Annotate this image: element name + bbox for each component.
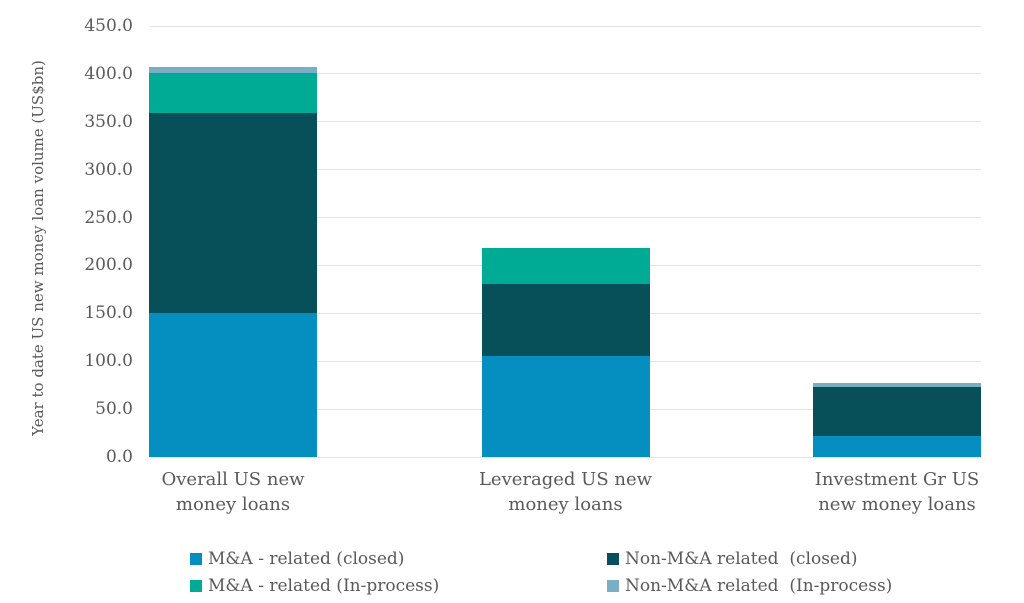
legend-label: Non-M&A related (closed) <box>625 549 858 569</box>
bar-segment <box>149 113 317 314</box>
x-category-label: Overall US new money loans <box>118 467 348 517</box>
y-axis-tick-label: 150.0 <box>84 303 133 324</box>
gridline <box>150 456 981 458</box>
gridline <box>150 25 981 27</box>
legend-swatch-icon <box>190 553 202 565</box>
bar-segment <box>481 248 650 284</box>
legend-item: M&A - related (closed) <box>190 548 404 570</box>
legend-swatch-icon <box>190 580 202 592</box>
y-axis-tick-label: 350.0 <box>84 111 133 132</box>
bar-segment <box>481 356 650 457</box>
x-category-label: Leveraged US new money loans <box>451 467 681 517</box>
bar-segment <box>813 435 981 457</box>
y-axis-tick-label: 100.0 <box>84 351 133 372</box>
bar-segment <box>813 383 981 388</box>
stacked-bar <box>813 383 981 457</box>
x-category-label-line: money loans <box>175 494 291 515</box>
x-category-label: Investment Gr US new money loans <box>782 467 1012 517</box>
bar-segment <box>149 67 317 73</box>
y-axis-tick-label: 400.0 <box>84 63 133 84</box>
legend-swatch-icon <box>607 553 619 565</box>
gridline <box>150 217 981 219</box>
gridline <box>150 73 981 75</box>
y-axis-tick-label: 0.0 <box>105 447 133 467</box>
legend-item: Non-M&A related (In-process) <box>607 575 892 597</box>
stacked-bar <box>149 67 317 457</box>
legend-item: Non-M&A related (closed) <box>607 548 858 570</box>
y-axis-tick-label: 200.0 <box>84 255 133 276</box>
bar-segment <box>813 387 981 436</box>
legend-label: M&A - related (closed) <box>208 549 405 569</box>
legend-item: M&A - related (In-process) <box>190 575 439 597</box>
gridline <box>150 169 981 171</box>
x-category-label-line: Investment Gr US <box>814 469 980 490</box>
legend-label: Non-M&A related (In-process) <box>625 576 893 596</box>
bar-segment <box>149 313 317 457</box>
bar-segment <box>481 283 650 357</box>
y-axis-tick-label: 450.0 <box>84 16 133 36</box>
x-category-label-line: money loans <box>508 494 623 515</box>
x-category-label-line: new money loans <box>818 494 976 515</box>
gridline <box>150 121 981 123</box>
legend-swatch-icon <box>607 580 619 592</box>
legend-label: M&A - related (In-process) <box>208 576 440 596</box>
bar-segment <box>149 72 317 114</box>
y-axis-tick-label: 300.0 <box>84 159 133 180</box>
y-axis-tick-label: 250.0 <box>84 207 133 228</box>
x-category-label-line: Leveraged US new <box>478 469 653 490</box>
stacked-bar <box>481 248 650 457</box>
y-axis-tick-label: 50.0 <box>95 399 133 420</box>
x-category-label-line: Overall US new <box>161 469 305 490</box>
